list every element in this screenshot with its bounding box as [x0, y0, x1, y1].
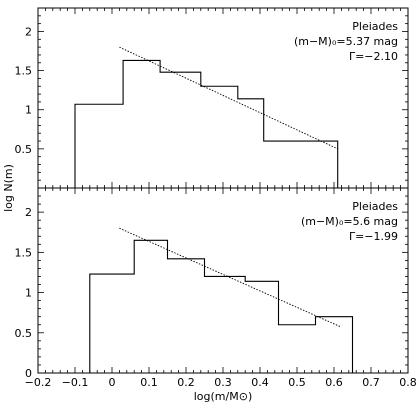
x-axis-label: log(m/M⊙): [194, 390, 252, 403]
histogram-bin: [123, 60, 160, 188]
histogram-bin: [90, 274, 134, 373]
histogram-bin: [264, 141, 338, 188]
y-tick-label: 1: [25, 287, 32, 300]
y-tick-label: 2: [25, 25, 32, 38]
annotation-text: Γ=−2.10: [349, 50, 398, 63]
panel-1: 0.5 1 1.5 2 Pleiades (m−M)₀=5.37 mag Γ=−2.10 lo…: [2, 7, 409, 212]
histogram-bin: [134, 240, 167, 373]
y-tick-label: 1.5: [15, 246, 33, 259]
annotation-text: Γ=−1.99: [349, 230, 398, 243]
histogram-bin: [205, 276, 246, 373]
annotation-text: Pleiades: [352, 20, 398, 33]
y-tick-label: 1: [25, 104, 32, 117]
x-tick-label: −0.2: [25, 376, 52, 389]
histogram-outline: [89, 239, 354, 373]
annotation-text: (m−M)₀=5.37 mag: [294, 35, 398, 48]
x-tick-label: 0.4: [251, 376, 269, 389]
x-tick-label: 0: [109, 376, 116, 389]
y-axis-label: log N(m): [2, 164, 15, 212]
x-tick-label: 0.6: [325, 376, 343, 389]
x-tick-label: 0.8: [399, 376, 417, 389]
x-tick-label: 0.3: [214, 376, 232, 389]
histogram-bin: [316, 317, 353, 373]
x-tick-label: 0.7: [362, 376, 380, 389]
histogram-bin: [238, 99, 264, 188]
histogram-bin: [279, 325, 316, 373]
fit-line: [119, 46, 338, 150]
panel-2: 0 0.5 1 1.5 2 −0.2 −0.1 0 0.1 0.2 0.3 0.4 0.5 0.6 0.7 0…: [15, 187, 417, 403]
y-tick-label: 0.5: [15, 143, 33, 156]
histogram-bin: [245, 281, 278, 373]
y-tick-label: 0: [25, 367, 32, 380]
x-tick-label: 0.2: [177, 376, 195, 389]
histogram-outline: [74, 59, 339, 188]
annotation-text: Pleiades: [352, 200, 398, 213]
x-tick-label: −0.1: [62, 376, 89, 389]
fit-line: [119, 227, 342, 328]
annotation-text: (m−M)₀=5.6 mag: [301, 215, 398, 228]
y-tick-label: 1.5: [15, 65, 33, 78]
y-tick-label: 2: [25, 206, 32, 219]
y-tick-label: 0.5: [15, 327, 33, 340]
histogram-bin: [75, 104, 123, 188]
histogram-bin: [160, 72, 201, 188]
x-tick-label: 0.5: [288, 376, 306, 389]
histogram-bin: [168, 259, 205, 373]
histogram-bin: [201, 86, 238, 188]
x-tick-label: 0.1: [140, 376, 158, 389]
